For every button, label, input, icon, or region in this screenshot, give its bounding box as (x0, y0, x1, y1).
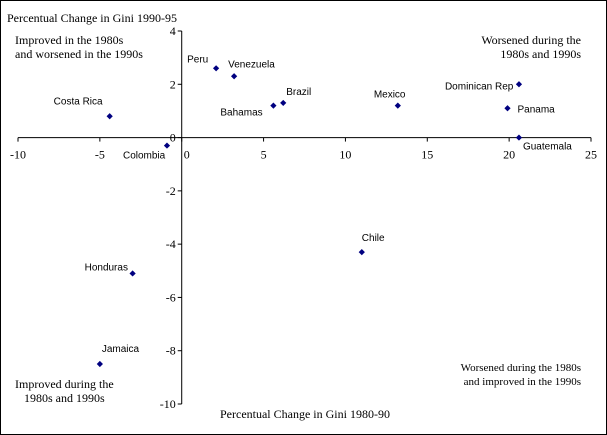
point-label: Colombia (123, 151, 166, 162)
data-point (504, 105, 511, 112)
point-label: Guatemala (523, 142, 572, 153)
data-point (358, 249, 365, 256)
quadrant-label-line: Improved during the (15, 377, 114, 391)
point-label: Dominican Rep (445, 81, 514, 92)
point-label: Mexico (374, 90, 406, 101)
data-point (280, 99, 287, 107)
data-points (96, 65, 523, 368)
x-tick-label: 0 (184, 148, 190, 162)
axes (17, 30, 592, 405)
y-tick-label: -10 (160, 397, 176, 411)
data-point (394, 102, 401, 109)
quadrant-label-line: 1980s and 1990s (500, 47, 581, 61)
x-tick-label: 15 (421, 148, 433, 162)
point-label: Costa Rica (54, 96, 103, 107)
x-tick-label: 25 (585, 148, 597, 162)
quadrant-label-lower-left: Improved during the 1980s and 1990s (15, 377, 114, 405)
quadrant-label-line: Improved in the 1980s (15, 33, 124, 47)
x-tick-label: -10 (10, 148, 26, 162)
data-point (106, 113, 113, 120)
quadrant-label-line: 1980s and 1990s (23, 391, 105, 405)
y-axis-title: Percentual Change in Gini 1990-95 (7, 11, 177, 25)
point-label: Venezuela (228, 59, 275, 70)
point-label: Panama (518, 104, 556, 115)
point-label: Peru (187, 54, 208, 65)
y-tick-label: 2 (170, 77, 176, 91)
data-point (230, 73, 238, 80)
quadrant-label-upper-right: Worsened during the 1980s and 1990s (471, 33, 581, 61)
y-tick-label: 4 (170, 24, 176, 38)
point-label: Jamaica (102, 344, 140, 355)
point-label: Chile (362, 233, 385, 244)
x-tick-label: 10 (339, 148, 351, 162)
point-label: Bahamas (220, 108, 262, 119)
quadrant-label-line: and improved in the 1990s (463, 376, 581, 388)
data-point (129, 270, 136, 277)
x-tick-label: 20 (503, 148, 515, 162)
data-point (163, 142, 171, 149)
x-tick-label: 5 (261, 148, 267, 162)
data-point (515, 134, 523, 141)
x-axis-title: Percentual Change in Gini 1980-90 (220, 407, 390, 421)
quadrant-label-upper-left: Improved in the 1980s and worsened in th… (15, 33, 143, 61)
quadrant-label-line: Worsened during the (481, 33, 581, 47)
quadrant-label-line: Worsened during the 1980s (460, 362, 581, 374)
y-tick-label: -6 (166, 290, 176, 304)
data-point (212, 65, 220, 72)
quadrant-label-lower-right: Worsened during the 1980s and improved i… (431, 361, 581, 389)
data-point (515, 81, 523, 88)
quadrant-label-line: and worsened in the 1990s (15, 47, 143, 61)
data-point (270, 102, 277, 109)
point-label: Brazil (286, 87, 311, 98)
data-point (96, 360, 103, 368)
point-label: Honduras (85, 262, 128, 273)
y-tick-label: -2 (166, 184, 176, 198)
y-tick-label: -4 (166, 237, 176, 251)
y-tick-label: 0 (170, 131, 176, 145)
point-labels: Peru Venezuela Brazil Bahamas Mexico Dominica… (54, 54, 573, 355)
y-tick-label: -8 (166, 344, 176, 358)
x-tick-label: -5 (95, 148, 105, 162)
